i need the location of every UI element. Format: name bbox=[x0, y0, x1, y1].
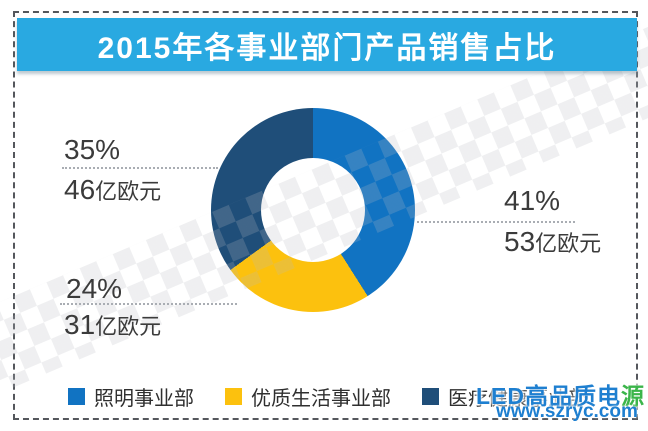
donut-chart bbox=[211, 108, 415, 312]
legend-item-lighting: 照明事业部 bbox=[68, 384, 194, 410]
callout-leader-line bbox=[60, 303, 237, 305]
watermark-site-name: LED高品质电源 bbox=[476, 377, 645, 411]
callout-lighting-value: 53亿欧元 bbox=[504, 228, 601, 256]
value-number: 53 bbox=[504, 226, 536, 257]
legend-swatch-healthcare bbox=[422, 387, 439, 405]
legend-swatch-lighting bbox=[68, 387, 85, 405]
callout-leader-line bbox=[417, 221, 575, 223]
value-unit: 亿欧元 bbox=[95, 314, 162, 339]
watermark-site-url: www.szryc.com bbox=[496, 401, 638, 422]
callout-lighting-percent: 41% bbox=[504, 187, 560, 215]
value-unit: 亿欧元 bbox=[535, 231, 602, 256]
percent-label: 41% bbox=[504, 185, 561, 216]
legend-label: 照明事业部 bbox=[94, 387, 194, 410]
value-number: 46 bbox=[64, 174, 96, 205]
legend-item-lifestyle: 优质生活事业部 bbox=[225, 384, 391, 410]
value-unit: 亿欧元 bbox=[95, 179, 162, 204]
percent-label: 35% bbox=[64, 134, 121, 165]
chart-title-bar: 2015年各事业部门产品销售占比 bbox=[17, 18, 637, 71]
dashed-border-frame bbox=[13, 11, 638, 420]
watermark-text-main: LED高品质电 bbox=[476, 383, 621, 409]
callout-healthcare-percent: 35% bbox=[64, 136, 120, 164]
watermark-text-accent: 源 bbox=[621, 383, 645, 409]
callout-lifestyle-percent: 24% bbox=[66, 275, 122, 303]
callout-healthcare-value: 46亿欧元 bbox=[64, 176, 161, 204]
chart-title: 2015年各事业部门产品销售占比 bbox=[97, 31, 557, 65]
callout-leader-line bbox=[62, 167, 218, 169]
legend-swatch-lifestyle bbox=[225, 387, 242, 405]
legend-label: 优质生活事业部 bbox=[251, 387, 391, 410]
percent-label: 24% bbox=[66, 273, 123, 304]
donut-hole bbox=[261, 158, 365, 262]
legend-item-healthcare: 医疗健康事业部 bbox=[422, 384, 588, 410]
legend-label: 医疗健康事业部 bbox=[448, 387, 588, 410]
value-number: 31 bbox=[64, 309, 96, 340]
callout-lifestyle-value: 31亿欧元 bbox=[64, 311, 161, 339]
